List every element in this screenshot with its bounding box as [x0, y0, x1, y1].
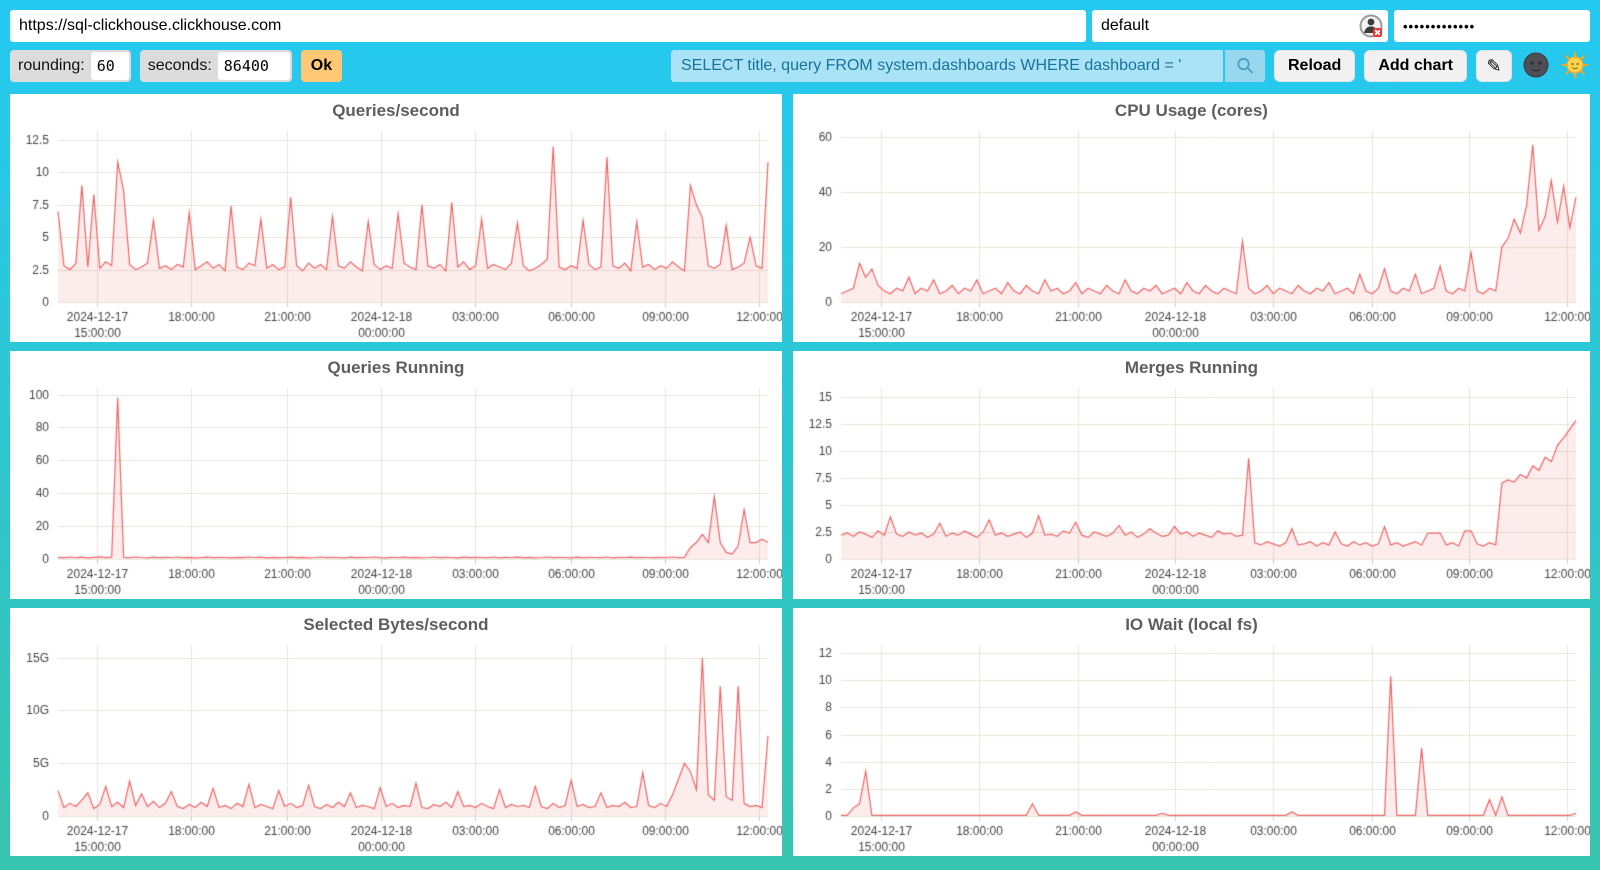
dashboard-grid: Queries/second CPU Usage (cores) Queries…: [10, 94, 1590, 856]
search-button[interactable]: [1224, 50, 1265, 82]
chart-canvas-cpu-usage[interactable]: [792, 123, 1590, 342]
chart-card-queries-per-second: Queries/second: [10, 94, 782, 342]
dark-theme-toggle[interactable]: [1521, 51, 1551, 81]
sun-face-icon: [1561, 51, 1589, 79]
seconds-input[interactable]: [217, 52, 290, 80]
chart-canvas-merges-running[interactable]: [792, 380, 1590, 599]
password-input[interactable]: [1394, 10, 1590, 42]
chart-title: Queries/second: [332, 101, 460, 120]
chart-title: Queries Running: [327, 358, 465, 377]
search-field: [670, 50, 1265, 82]
url-input[interactable]: [10, 10, 1086, 42]
chart-canvas-queries-running[interactable]: [10, 380, 782, 599]
password-manager-icon[interactable]: [1359, 14, 1383, 38]
chart-title: Selected Bytes/second: [303, 615, 489, 634]
moon-face-icon: [1523, 52, 1549, 78]
chart-card-cpu-usage: CPU Usage (cores): [792, 94, 1590, 342]
chart-title: Merges Running: [1124, 358, 1259, 377]
connection-bar: [10, 10, 1590, 42]
rounding-label: rounding:: [18, 57, 85, 74]
toolbar: rounding: seconds: Ok Reload Add chart ✎: [10, 49, 1590, 83]
reload-button[interactable]: Reload: [1273, 50, 1356, 82]
rounding-field: rounding:: [10, 50, 131, 82]
add-chart-button[interactable]: Add chart: [1364, 50, 1467, 82]
rounding-input[interactable]: [90, 52, 129, 80]
user-input[interactable]: [1092, 10, 1388, 42]
chart-canvas-queries-per-second[interactable]: [10, 123, 782, 342]
edit-button[interactable]: ✎: [1476, 50, 1512, 82]
ok-button[interactable]: Ok: [300, 50, 343, 82]
chart-canvas-io-wait[interactable]: [792, 637, 1590, 856]
search-input[interactable]: [670, 50, 1223, 82]
password-field: [1394, 10, 1590, 42]
light-theme-toggle[interactable]: [1560, 51, 1590, 81]
chart-card-io-wait: IO Wait (local fs): [792, 608, 1590, 856]
seconds-field: seconds:: [139, 50, 292, 82]
seconds-label: seconds:: [147, 57, 212, 74]
chart-card-merges-running: Merges Running: [792, 351, 1590, 599]
chart-card-queries-running: Queries Running: [10, 351, 782, 599]
chart-canvas-selected-bytes[interactable]: [10, 637, 782, 856]
magnifier-icon: [1237, 57, 1253, 74]
pencil-icon: ✎: [1486, 55, 1502, 76]
chart-title: CPU Usage (cores): [1114, 101, 1268, 120]
chart-card-selected-bytes: Selected Bytes/second: [10, 608, 782, 856]
user-field: [1092, 10, 1388, 42]
chart-title: IO Wait (local fs): [1125, 615, 1258, 634]
